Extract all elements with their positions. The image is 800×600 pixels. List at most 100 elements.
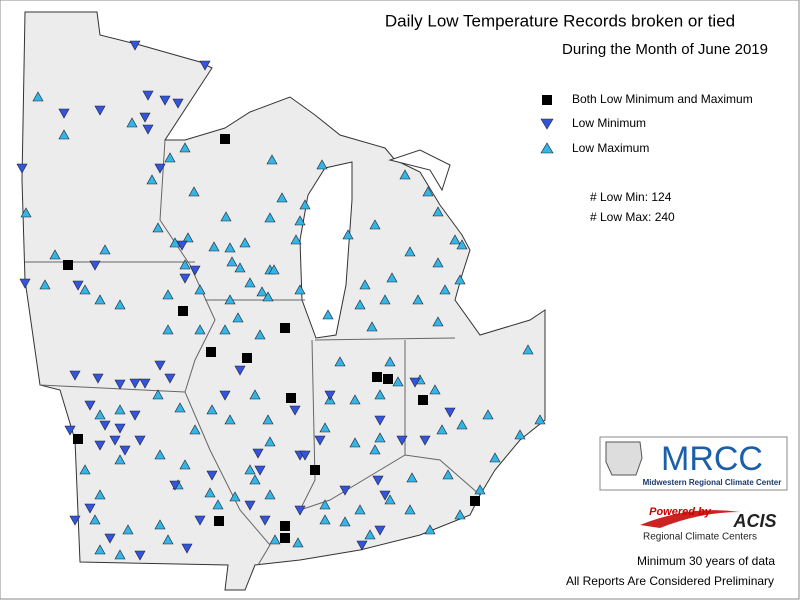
low-max-marker xyxy=(208,241,220,252)
low-max-marker xyxy=(364,529,376,540)
low-min-marker xyxy=(259,515,271,526)
low-min-marker xyxy=(84,400,96,411)
both-marker xyxy=(310,465,320,475)
low-max-marker xyxy=(369,444,381,455)
low-min-marker xyxy=(114,379,126,390)
low-max-marker xyxy=(152,222,164,233)
legend-label: Low Maximum xyxy=(572,141,649,155)
both-marker xyxy=(418,395,428,405)
low-max-marker xyxy=(299,199,311,210)
low-max-marker xyxy=(94,294,106,305)
low-min-marker xyxy=(324,390,336,401)
low-max-marker xyxy=(369,219,381,230)
low-max-marker xyxy=(266,154,278,165)
low-min-marker xyxy=(169,480,181,491)
low-min-marker xyxy=(172,98,184,109)
both-marker xyxy=(214,516,224,526)
low-min-marker xyxy=(134,550,146,561)
low-max-marker xyxy=(179,142,191,153)
low-min-marker xyxy=(89,260,101,271)
low-min-marker xyxy=(119,445,131,456)
low-max-marker xyxy=(262,414,274,425)
low-max-marker xyxy=(456,419,468,430)
low-min-marker xyxy=(104,533,116,544)
lake-huron xyxy=(388,149,451,192)
both-marker xyxy=(280,521,290,531)
acis-powered: Powered by xyxy=(649,506,712,518)
low-max-marker xyxy=(294,284,306,295)
low-min-marker xyxy=(289,405,301,416)
low-min-marker xyxy=(444,407,456,418)
low-min-marker xyxy=(396,435,408,446)
low-min-marker xyxy=(19,278,31,289)
low-min-marker xyxy=(94,105,106,116)
logo-full: Midwestern Regional Climate Center xyxy=(643,478,782,487)
low-max-marker xyxy=(182,232,194,243)
low-max-marker xyxy=(249,474,261,485)
low-max-marker xyxy=(432,206,444,217)
low-max-marker xyxy=(99,244,111,255)
low-min-marker xyxy=(129,410,141,421)
both-marker xyxy=(242,353,252,363)
low-max-marker xyxy=(384,494,396,505)
low-min-marker xyxy=(372,475,384,486)
low-min-marker xyxy=(176,240,188,251)
low-max-marker xyxy=(179,259,191,270)
low-max-marker xyxy=(392,376,404,387)
low-min-marker xyxy=(69,370,81,381)
low-min-marker xyxy=(379,490,391,501)
low-max-marker xyxy=(482,409,494,420)
mrcc-logo: MRCC Midwestern Regional Climate Center xyxy=(599,436,788,491)
both-marker xyxy=(73,434,83,444)
low-max-marker xyxy=(386,272,398,283)
low-max-marker xyxy=(39,279,51,290)
low-min-marker xyxy=(159,95,171,106)
both-marker xyxy=(280,533,290,543)
logo-map xyxy=(605,441,643,476)
low-max-marker xyxy=(94,489,106,500)
low-max-marker xyxy=(244,464,256,475)
low-min-marker xyxy=(129,378,141,389)
both-marker xyxy=(206,347,216,357)
low-max-marker xyxy=(79,464,91,475)
low-max-marker xyxy=(349,437,361,448)
low-max-marker xyxy=(474,484,486,495)
low-max-marker xyxy=(319,514,331,525)
acis-swoosh xyxy=(640,510,740,528)
low-max-marker xyxy=(454,509,466,520)
low-min-marker xyxy=(179,273,191,284)
low-min-marker xyxy=(72,280,84,291)
low-max-marker xyxy=(534,414,546,425)
low-max-marker xyxy=(114,454,126,465)
low-max-marker xyxy=(152,389,164,400)
low-max-marker xyxy=(262,291,274,302)
low-min-marker xyxy=(69,515,81,526)
acis-name: ACIS xyxy=(732,511,776,531)
low-max-marker xyxy=(432,257,444,268)
low-max-marker xyxy=(439,284,451,295)
both-marker xyxy=(286,393,296,403)
low-max-marker xyxy=(226,256,238,267)
low-max-marker xyxy=(244,277,256,288)
note: Minimum 30 years of data xyxy=(637,554,775,568)
low-max-marker xyxy=(264,436,276,447)
acis-logo: Powered by ACIS Regional Climate Centers xyxy=(640,506,777,543)
low-max-marker xyxy=(384,356,396,367)
low-max-marker xyxy=(206,404,218,415)
legend-label: Low Minimum xyxy=(572,116,646,130)
both-marker xyxy=(383,374,393,384)
count-value: 124 xyxy=(651,190,671,204)
count-label: # Low Min: xyxy=(590,190,648,204)
low-max-marker xyxy=(162,289,174,300)
count-value: 240 xyxy=(655,210,675,224)
title: Daily Low Temperature Records broken or … xyxy=(385,11,735,30)
low-min-marker xyxy=(16,163,28,174)
both-marker xyxy=(372,372,382,382)
low-max-marker xyxy=(432,316,444,327)
low-min-marker xyxy=(139,112,151,123)
low-max-marker xyxy=(20,207,32,218)
low-max-marker xyxy=(114,549,126,560)
low-min-marker xyxy=(374,415,386,426)
low-min-marker xyxy=(139,378,151,389)
